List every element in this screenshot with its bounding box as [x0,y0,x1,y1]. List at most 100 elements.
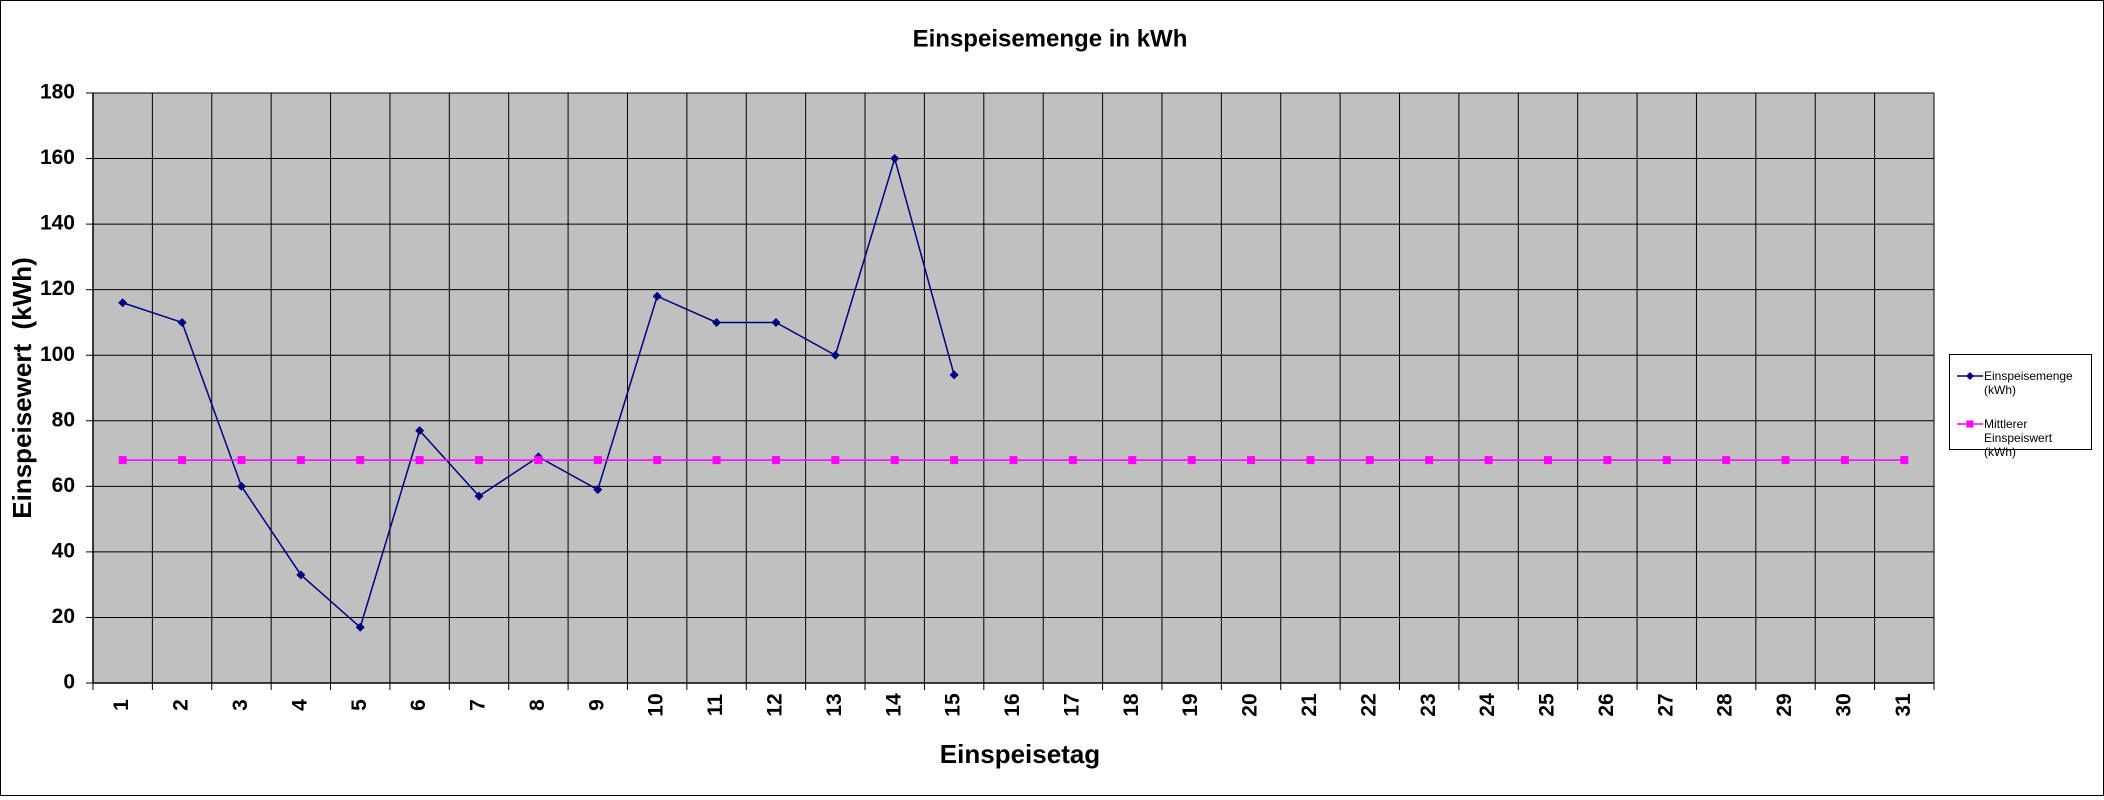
data-point [355,622,365,632]
data-point [1068,456,1077,465]
y-tick-label: 80 [52,408,75,431]
y-tick-label: 40 [52,539,75,562]
y-tick-label: 180 [40,81,75,104]
x-tick-label: 5 [348,699,371,711]
data-point [1484,456,1493,465]
data-point [1009,456,1018,465]
data-point [890,456,899,465]
x-tick-label: 17 [1060,693,1083,716]
x-tick-label: 14 [882,693,905,717]
data-point [534,456,543,465]
data-point [949,370,959,380]
x-tick-label: 29 [1773,693,1796,716]
y-tick-label: 160 [40,146,75,169]
y-tick-label: 140 [40,212,75,235]
y-tick-label: 0 [63,671,75,694]
legend-marker [1966,372,1974,380]
x-tick-label: 24 [1476,693,1499,717]
x-tick-label: 15 [942,693,965,717]
x-tick-label: 19 [1179,693,1202,716]
legend-label: Mittlerer Einspeiswert (kWh) [1984,417,2053,459]
data-point [1187,456,1196,465]
data-point [415,456,424,465]
legend-swatch [1957,420,1983,428]
x-tick-label: 27 [1654,693,1677,716]
data-point [474,491,484,501]
x-tick-label: 6 [407,699,430,711]
x-tick-label: 21 [1298,693,1321,717]
legend-marker [1966,420,1974,428]
data-point [890,154,900,164]
x-tick-label: 7 [467,699,490,711]
data-point [950,456,959,465]
legend-item: Einspeisemenge (kWh) [1956,369,2084,397]
legend-label: Einspeisemenge (kWh) [1984,369,2073,397]
x-tick-label: 26 [1595,693,1618,716]
data-point [712,317,722,327]
data-point [1603,456,1612,465]
x-tick-label: 18 [1120,693,1143,717]
data-point [1128,456,1137,465]
data-point [1306,456,1315,465]
x-tick-label: 25 [1536,693,1559,717]
chart-title: Einspeisemenge in kWh [913,25,1188,52]
x-tick-label: 11 [704,694,727,717]
y-tick-label: 60 [52,474,75,497]
data-point [236,481,246,491]
y-tick-label: 100 [40,343,75,366]
plot-area [93,93,1934,683]
y-tick-label: 20 [52,605,75,628]
data-point [831,456,840,465]
data-point [237,456,246,465]
data-point [475,456,484,465]
data-point [356,456,365,465]
x-tick-label: 8 [526,699,549,711]
data-point [1840,456,1849,465]
data-point [771,456,780,465]
data-point [593,485,603,495]
x-tick-label: 30 [1832,693,1855,716]
data-point [652,291,662,301]
y-axis-label: Einspeisewert (kWh) [7,257,37,519]
data-point [1722,456,1731,465]
x-tick-label: 13 [823,693,846,716]
x-tick-label: 28 [1714,693,1737,717]
legend: Einspeisemenge (kWh) Mittlerer Einspeiswe… [1949,354,2092,459]
data-point [296,456,305,465]
x-tick-label: 4 [288,699,311,711]
data-point [1900,456,1909,465]
data-point [1247,456,1256,465]
data-point [1543,456,1552,465]
data-point [178,456,187,465]
x-tick-label: 12 [763,693,786,716]
data-point [653,456,662,465]
x-tick-label: 23 [1417,693,1440,716]
x-tick-label: 3 [229,699,252,711]
data-point [1425,456,1434,465]
x-tick-label: 10 [645,693,668,716]
data-point [1662,456,1671,465]
legend-swatch [1957,372,1983,380]
data-point [415,426,425,436]
x-tick-label: 22 [1357,693,1380,716]
data-point [118,298,128,308]
x-tick-label: 9 [585,699,608,711]
data-point [1365,456,1374,465]
x-axis-label: Einspeisetag [940,739,1100,769]
data-point [177,317,187,327]
x-tick-label: 16 [1001,693,1024,716]
data-point [771,317,781,327]
x-tick-label: 1 [110,699,133,711]
data-point [830,350,840,360]
data-point [1781,456,1790,465]
data-point [118,456,127,465]
y-tick-label: 120 [40,277,75,300]
data-point [296,570,306,580]
x-tick-label: 2 [170,699,193,711]
data-point [593,456,602,465]
x-tick-label: 20 [1239,693,1262,716]
data-point [712,456,721,465]
legend-item: Mittlerer Einspeiswert (kWh) [1956,417,2084,459]
